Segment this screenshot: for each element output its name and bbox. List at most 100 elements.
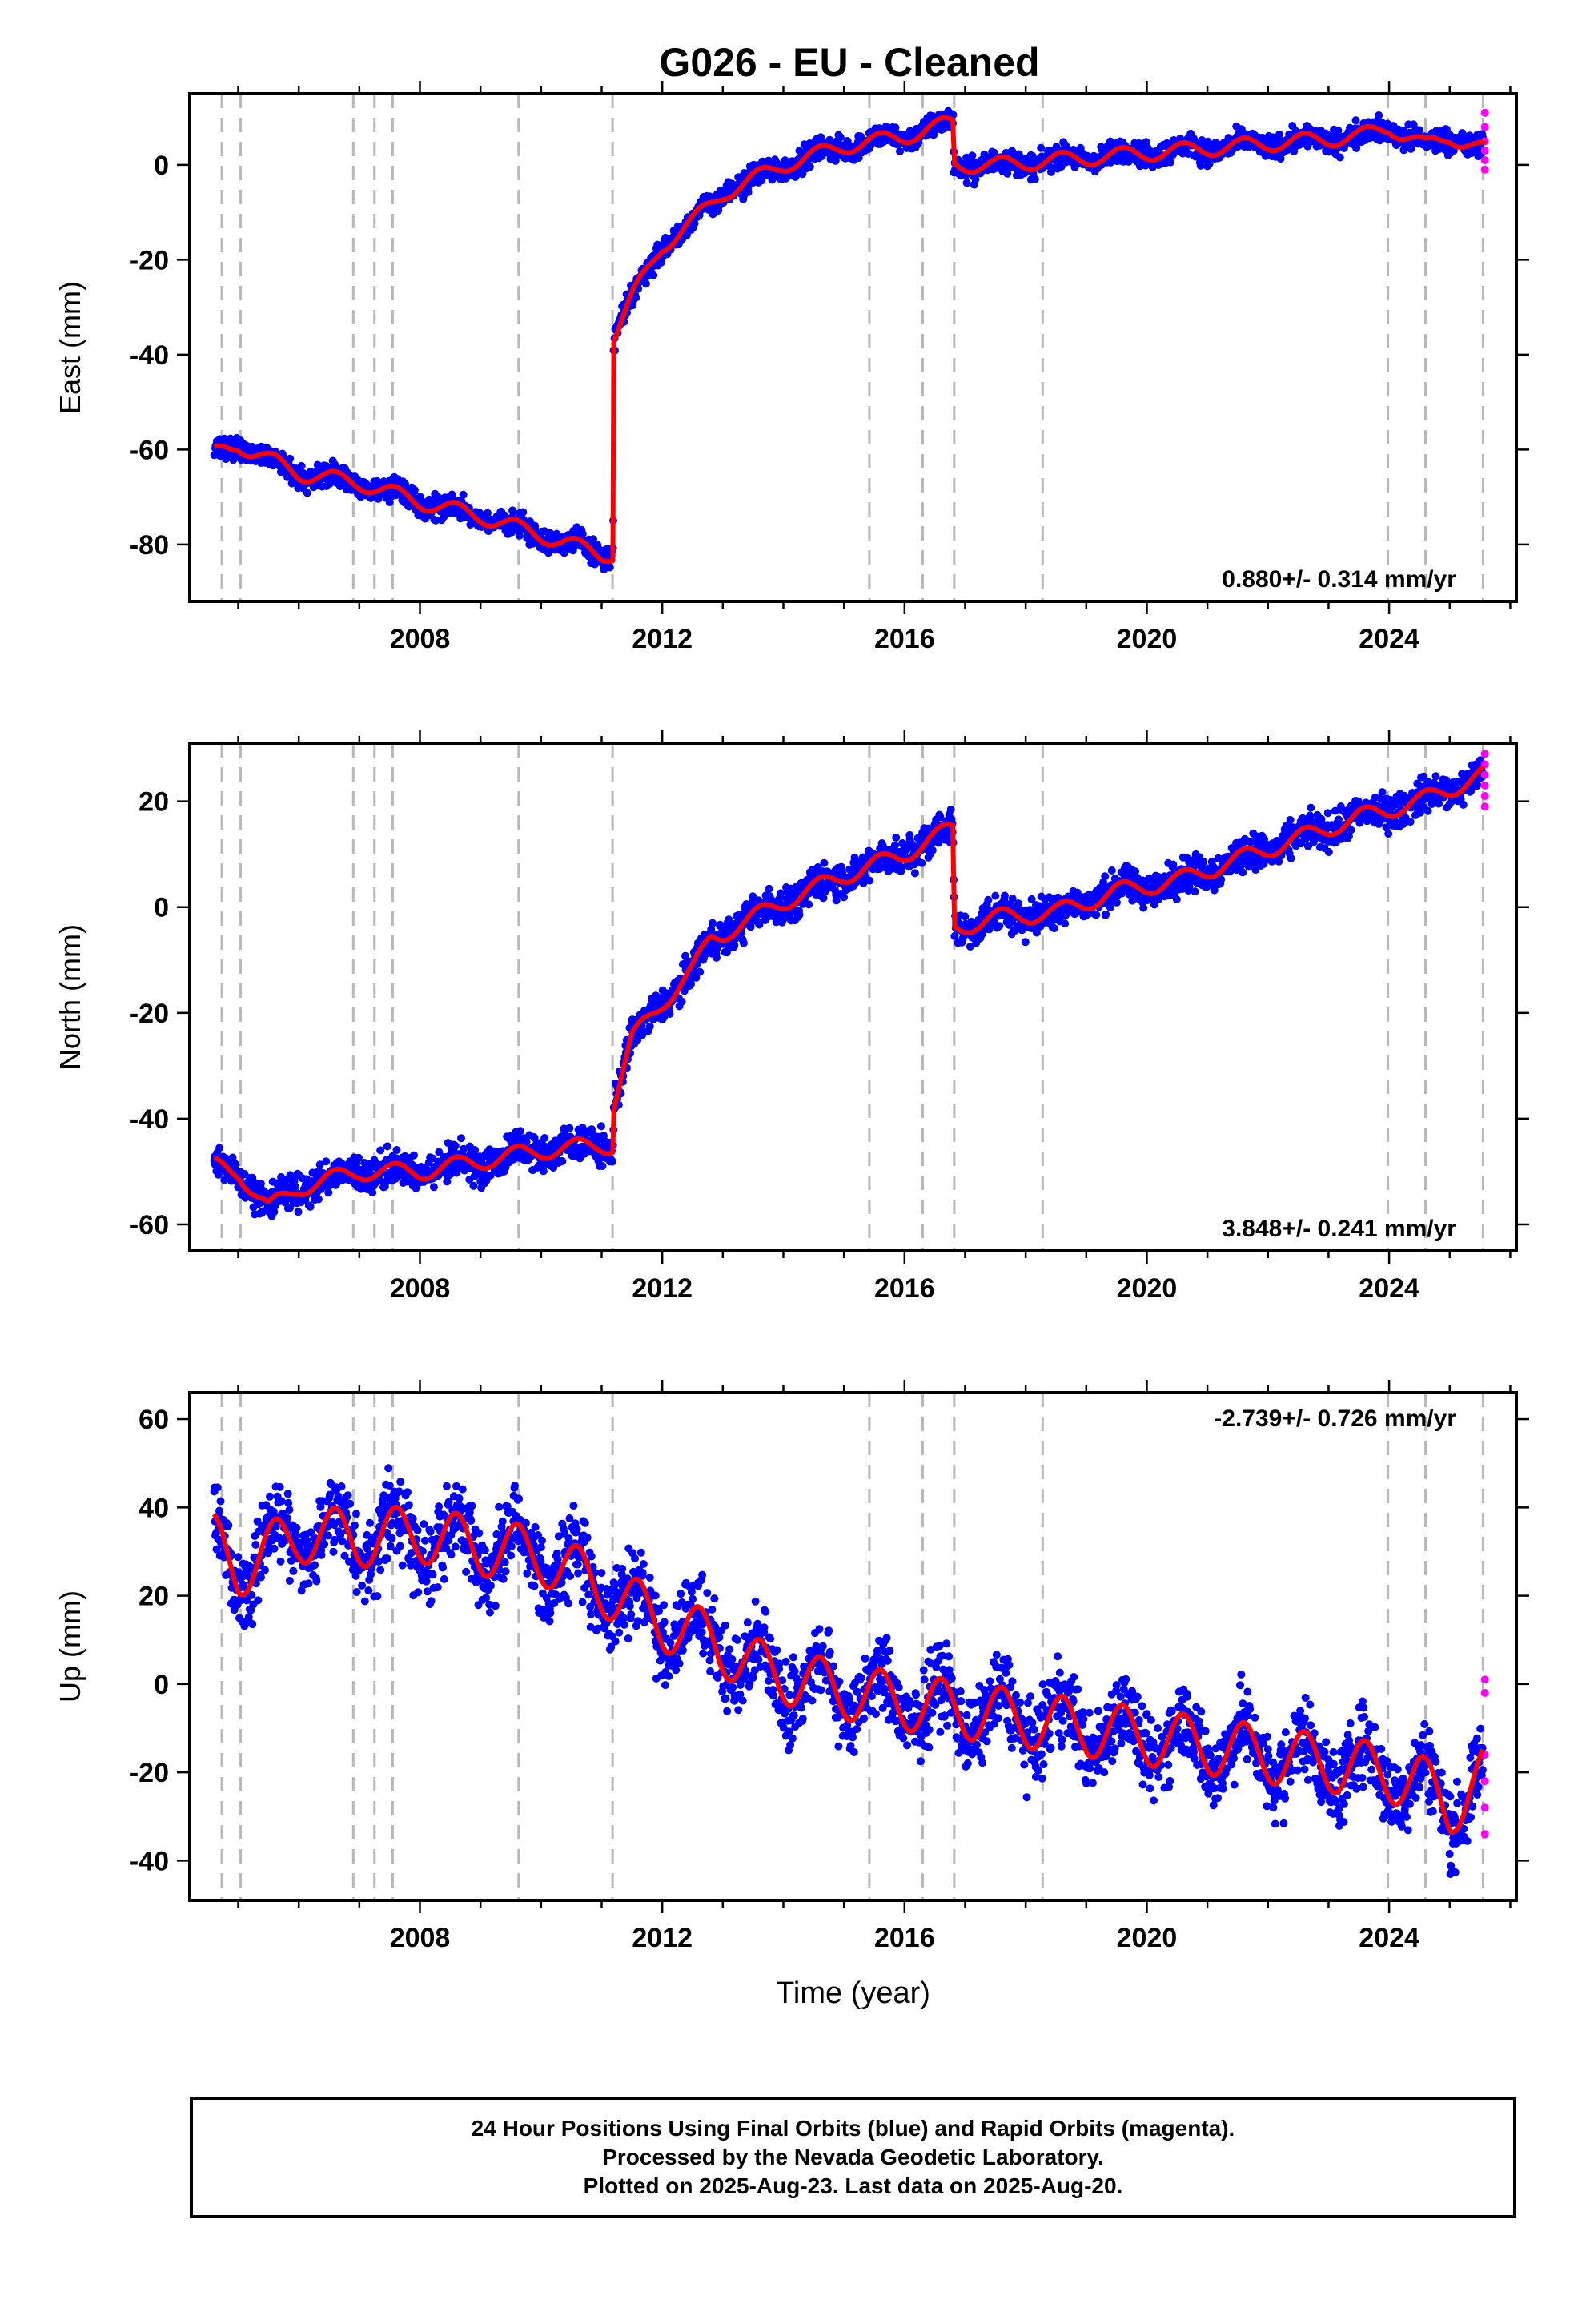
final-point (605, 563, 614, 572)
final-point (401, 480, 409, 489)
final-point (709, 919, 717, 927)
final-point (286, 454, 295, 463)
final-point (805, 163, 814, 171)
final-point (991, 891, 1000, 900)
final-point (314, 1195, 323, 1204)
final-point (896, 147, 904, 155)
final-point (962, 179, 971, 187)
final-point (1061, 919, 1070, 928)
final-point (410, 485, 419, 494)
final-point (516, 1127, 524, 1136)
y-axis-label: East (mm) (54, 281, 86, 414)
final-point (632, 293, 640, 302)
final-point (890, 841, 899, 850)
final-point (1106, 903, 1114, 911)
final-point (1014, 150, 1023, 159)
final-point (558, 1156, 567, 1165)
final-point (677, 997, 686, 1006)
final-point (1307, 803, 1315, 812)
figure-title: G026 - EU - Cleaned (659, 40, 1039, 85)
final-point (410, 1151, 418, 1160)
final-point (509, 508, 518, 517)
final-point (820, 858, 829, 867)
final-point (519, 508, 528, 517)
rapid-point (1480, 123, 1489, 131)
final-point (739, 939, 748, 947)
final-point (416, 493, 424, 501)
final-point (645, 1022, 654, 1031)
final-point (805, 900, 813, 909)
final-point (649, 271, 658, 279)
rapid-point (1480, 147, 1489, 155)
final-point (765, 884, 773, 893)
final-point (322, 1157, 331, 1166)
final-point (1014, 899, 1022, 908)
final-point (1112, 898, 1121, 907)
final-point (892, 834, 901, 842)
final-point (744, 187, 753, 196)
final-point (1196, 161, 1205, 170)
final-point (1287, 854, 1295, 862)
final-point (1101, 872, 1110, 881)
final-point (1037, 143, 1046, 152)
final-point (376, 1146, 385, 1155)
final-point (306, 1202, 315, 1211)
final-point (471, 1146, 480, 1154)
final-point (857, 132, 865, 141)
final-point (457, 1134, 465, 1143)
final-point (1050, 924, 1058, 933)
final-point (1102, 910, 1110, 919)
final-point (1335, 153, 1344, 162)
y-tick-label: -80 (130, 530, 169, 561)
y-tick-label: 0 (154, 151, 169, 181)
final-point (608, 1157, 616, 1166)
final-point (1092, 911, 1101, 919)
final-point (392, 1146, 401, 1154)
final-point (540, 1134, 549, 1142)
final-point (1239, 868, 1247, 877)
final-point (1351, 116, 1360, 125)
final-point (910, 869, 919, 878)
final-point (1172, 895, 1181, 903)
x-tick-label: 2012 (632, 624, 693, 654)
final-orbit-points (210, 107, 1487, 574)
final-point (1008, 147, 1017, 155)
final-point (1286, 815, 1295, 824)
x-tick-label: 2024 (1359, 624, 1419, 654)
final-point (515, 531, 524, 540)
final-orbit-points (210, 756, 1487, 1220)
final-point (696, 967, 705, 976)
final-point (596, 1122, 605, 1131)
final-point (432, 516, 440, 525)
final-point (968, 151, 977, 160)
y-tick-label: -20 (130, 245, 169, 275)
final-point (429, 1183, 438, 1192)
final-point (578, 529, 587, 538)
final-point (313, 460, 322, 469)
final-point (795, 911, 804, 919)
final-point (1139, 903, 1148, 912)
plot-area (210, 94, 1489, 601)
final-point (1323, 809, 1332, 818)
final-point (641, 279, 650, 288)
final-point (1415, 126, 1424, 135)
final-point (383, 1142, 391, 1151)
rapid-point (1480, 165, 1489, 174)
final-point (565, 1124, 574, 1132)
final-point (777, 889, 785, 898)
final-point (984, 895, 993, 904)
final-point (451, 1141, 460, 1150)
final-point (1191, 887, 1199, 896)
model-fit-line (212, 115, 1488, 565)
rapid-point (1480, 155, 1489, 164)
final-point (469, 1181, 478, 1190)
final-point (865, 876, 874, 885)
final-point (1199, 858, 1208, 866)
final-point (215, 1144, 224, 1152)
final-point (995, 922, 1004, 931)
final-point (297, 461, 306, 470)
